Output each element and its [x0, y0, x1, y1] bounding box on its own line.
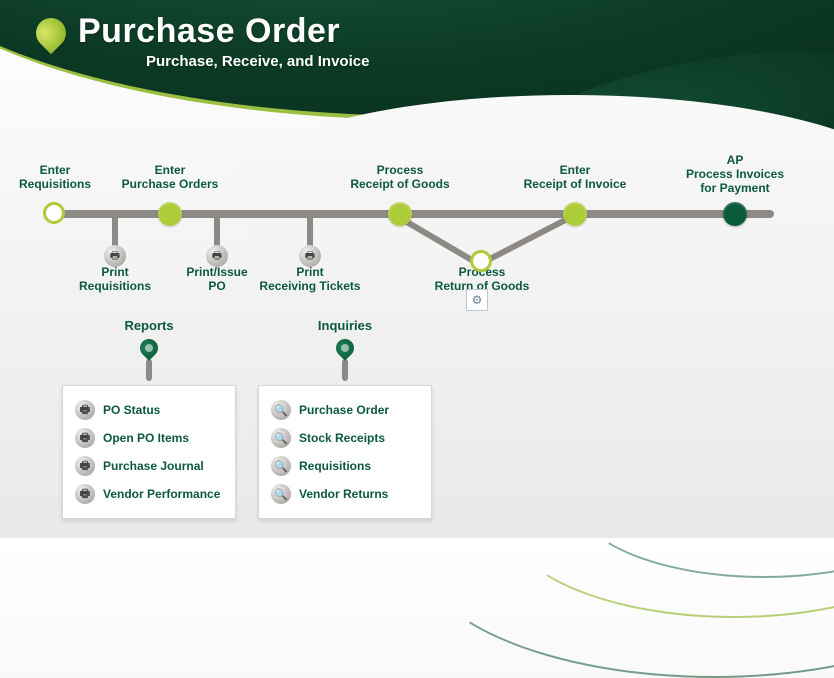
inquiries-item[interactable]: 🔍 Requisitions: [271, 452, 419, 480]
reports-item[interactable]: 🖶 PO Status: [75, 396, 223, 424]
panel-item-label: Requisitions: [299, 459, 371, 473]
timeline-node-label: ProcessReceipt of Goods: [330, 163, 470, 191]
timeline-substep-label: PrintReceiving Tickets: [240, 265, 380, 293]
timeline-node-label: EnterPurchase Orders: [100, 163, 240, 191]
search-icon: 🔍: [271, 456, 291, 476]
timeline-substub: [112, 218, 118, 248]
panel-stem: [342, 359, 348, 381]
print-icon: 🖶: [75, 456, 95, 476]
panel-item-label: Vendor Returns: [299, 487, 388, 501]
panel-item-label: PO Status: [103, 403, 160, 417]
panel-pin-icon: [332, 335, 357, 360]
timeline-substub: [307, 218, 313, 248]
config-icon[interactable]: [466, 289, 488, 311]
inquiries-item[interactable]: 🔍 Stock Receipts: [271, 424, 419, 452]
reports-item[interactable]: 🖶 Open PO Items: [75, 424, 223, 452]
timeline-node-enter-requisitions[interactable]: [43, 202, 65, 224]
page-title: Purchase Order: [78, 12, 369, 51]
reports-item[interactable]: 🖶 Vendor Performance: [75, 480, 223, 508]
inquiries-title: Inquiries: [258, 318, 432, 333]
timeline-node-process-receipt-goods[interactable]: [388, 202, 412, 226]
search-icon: 🔍: [271, 484, 291, 504]
print-icon[interactable]: 🖶: [206, 245, 228, 267]
timeline-node-enter-receipt-invoice[interactable]: [563, 202, 587, 226]
inquiries-box: 🔍 Purchase Order 🔍 Stock Receipts 🔍 Requisiti…: [258, 385, 432, 519]
process-flow-diagram: EnterRequisitionsEnterPurchase OrdersPro…: [0, 155, 834, 335]
print-icon[interactable]: 🖶: [104, 245, 126, 267]
timeline-substub: [214, 218, 220, 248]
print-icon: 🖶: [75, 428, 95, 448]
print-icon: 🖶: [75, 484, 95, 504]
print-icon[interactable]: 🖶: [299, 245, 321, 267]
reports-panel: Reports 🖶 PO Status 🖶 Open PO Items 🖶 Purchase…: [62, 318, 236, 519]
panel-item-label: Vendor Performance: [103, 487, 220, 501]
timeline-node-label: EnterReceipt of Invoice: [505, 163, 645, 191]
reports-box: 🖶 PO Status 🖶 Open PO Items 🖶 Purchase Journa…: [62, 385, 236, 519]
search-icon: 🔍: [271, 428, 291, 448]
search-icon: 🔍: [271, 400, 291, 420]
print-icon: 🖶: [75, 400, 95, 420]
reports-title: Reports: [62, 318, 236, 333]
logo-leaf-icon: [30, 12, 72, 54]
reports-item[interactable]: 🖶 Purchase Journal: [75, 452, 223, 480]
timeline-node-return-of-goods[interactable]: [470, 250, 492, 272]
return-branch-line: [481, 212, 577, 265]
inquiries-panel: Inquiries🔍Purchase Order🔍Stock Receipts🔍…: [258, 318, 432, 519]
panel-item-label: Purchase Journal: [103, 459, 204, 473]
panel-item-label: Purchase Order: [299, 403, 389, 417]
inquiries-item[interactable]: 🔍 Purchase Order: [271, 396, 419, 424]
panel-item-label: Open PO Items: [103, 431, 189, 445]
panel-item-label: Stock Receipts: [299, 431, 385, 445]
timeline-node-enter-purchase-orders[interactable]: [158, 202, 182, 226]
page-subtitle: Purchase, Receive, and Invoice: [146, 53, 369, 70]
panel-pin-icon: [136, 335, 161, 360]
panel-stem: [146, 359, 152, 381]
inquiries-item[interactable]: 🔍 Vendor Returns: [271, 480, 419, 508]
timeline-node-label: APProcess Invoicesfor Payment: [665, 153, 805, 195]
timeline-node-ap-process-invoices[interactable]: [723, 202, 747, 226]
